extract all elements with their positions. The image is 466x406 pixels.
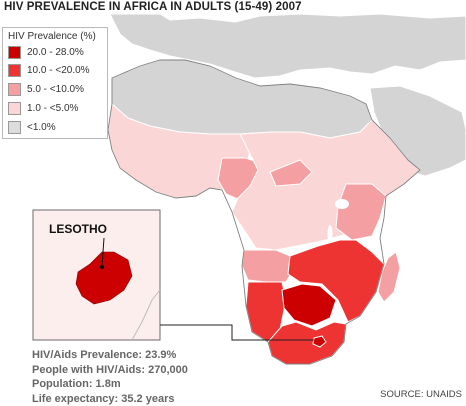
lesotho-shape xyxy=(75,251,133,305)
map-title: HIV PREVALENCE IN AFRICA IN ADULTS (15-4… xyxy=(4,1,302,13)
inset-coastline-hint xyxy=(131,289,161,341)
lesotho-pointer-dot xyxy=(99,264,105,270)
legend-title: HIV Prevalence (%) xyxy=(8,31,96,42)
legend-label: <1.0% xyxy=(27,122,56,133)
botswana-zimbabwe xyxy=(281,283,337,327)
legend-swatch xyxy=(8,102,21,115)
legend-label: 20.0 - 28.0% xyxy=(27,47,84,58)
inset-leader-line xyxy=(160,324,314,341)
legend-swatch xyxy=(8,121,21,134)
central-african-republic xyxy=(269,159,313,187)
legend-label: 5.0 - <10.0% xyxy=(27,84,84,95)
legend-label: 1.0 - <5.0% xyxy=(27,103,79,114)
kenya-tanzania-region xyxy=(335,183,387,241)
stat-people-with-hiv: People with HIV/Aids: 270,000 xyxy=(32,363,188,376)
stat-prevalence: HIV/Aids Prevalence: 23.9% xyxy=(32,349,177,361)
legend-swatch xyxy=(8,64,21,77)
lake-tanganyika xyxy=(327,225,333,243)
lesotho-pointer xyxy=(101,237,105,267)
madagascar xyxy=(377,251,401,303)
lesotho-small xyxy=(312,335,327,348)
legend-label: 10.0 - <20.0% xyxy=(27,65,90,76)
africa-coastline xyxy=(107,59,421,365)
south-africa xyxy=(267,321,347,365)
lake-victoria xyxy=(335,199,349,209)
inset-title: LESOTHO xyxy=(49,222,108,236)
legend-swatch xyxy=(8,46,21,59)
lesotho-stats: HIV/Aids Prevalence: 23.9% People with H… xyxy=(32,348,188,406)
legend: HIV Prevalence (%) 20.0 - 28.0% 10.0 - <… xyxy=(2,27,108,139)
source-credit: SOURCE: UNAIDS xyxy=(380,389,462,400)
angola-region xyxy=(241,249,293,283)
legend-swatch xyxy=(8,83,21,96)
stat-population: Population: 1.8m xyxy=(32,378,121,390)
stat-life-expectancy: Life expectancy: 35.2 years xyxy=(32,392,175,405)
europe-land xyxy=(109,13,466,79)
